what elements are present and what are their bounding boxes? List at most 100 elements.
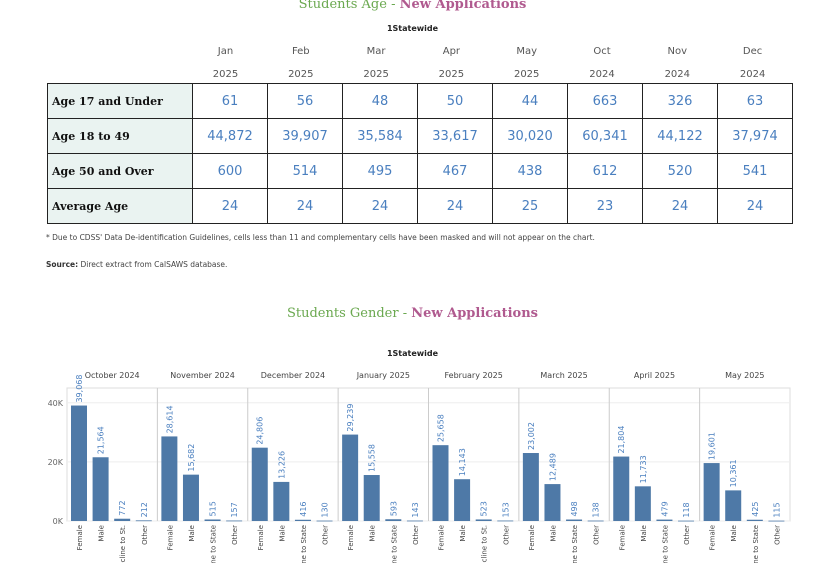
year-header: 2025 <box>212 69 239 80</box>
gender-bar <box>182 474 199 521</box>
age-row: Age 17 and Under 61 56 48 50 44 663 326 63 <box>47 83 793 119</box>
bar-value-label: 12,489 <box>548 453 557 481</box>
category-label: Decline to St. <box>119 525 127 563</box>
age-row: Age 18 to 49 44,872 39,907 35,584 33,617 30,0… <box>47 118 793 154</box>
gender-bar <box>294 519 311 521</box>
category-label: Other <box>231 525 239 545</box>
age-cell: 23 <box>567 188 643 224</box>
category-label: Male <box>278 525 286 542</box>
month-header: Feb <box>291 46 310 57</box>
month-header: Dec <box>742 46 763 57</box>
age-row-label: Average Age <box>47 188 193 224</box>
panel-header: January 2025 <box>356 371 410 380</box>
category-label: Other <box>773 525 781 545</box>
age-cell: 30,020 <box>492 118 568 154</box>
gender-bar <box>703 463 720 521</box>
bar-value-label: 593 <box>389 501 398 516</box>
age-row-label: Age 18 to 49 <box>47 118 193 154</box>
age-cell: 24 <box>642 188 718 224</box>
category-label: Decline to State <box>390 525 398 563</box>
gender-bar <box>475 519 492 521</box>
panel-header: April 2025 <box>634 371 675 380</box>
age-cell: 44,872 <box>192 118 268 154</box>
gender-bar <box>71 405 87 521</box>
bar-value-label: 29,239 <box>346 404 355 432</box>
bar-value-label: 515 <box>209 501 218 516</box>
month-header: Jan <box>217 46 234 57</box>
category-label: Male <box>730 525 738 542</box>
category-label: Male <box>369 525 377 542</box>
panel-header: May 2025 <box>725 371 764 380</box>
gender-bar <box>363 475 380 521</box>
category-label: Male <box>188 525 196 542</box>
month-header: May <box>516 46 538 57</box>
age-cell: 541 <box>717 153 793 189</box>
category-label: Female <box>347 525 355 550</box>
gender-bar <box>746 519 763 521</box>
age-subtitle: 1Statewide <box>386 24 439 33</box>
panel-header: December 2024 <box>261 371 325 380</box>
bar-value-label: 157 <box>230 502 239 517</box>
category-label: Other <box>322 525 330 545</box>
y-tick-label: 40K <box>48 399 64 408</box>
bar-value-label: 138 <box>592 502 601 517</box>
category-label: Other <box>593 525 601 545</box>
month-header: Nov <box>667 46 688 57</box>
category-label: Decline to State <box>752 525 760 563</box>
panel-header: November 2024 <box>170 371 235 380</box>
age-cell: 24 <box>417 188 493 224</box>
gender-bar <box>406 520 423 522</box>
bar-value-label: 143 <box>411 502 420 517</box>
y-tick-label: 20K <box>48 458 64 467</box>
gender-bar <box>251 447 268 521</box>
gender-bar <box>678 520 695 522</box>
bar-value-label: 19,601 <box>708 432 717 460</box>
bar-value-label: 25,658 <box>437 414 446 442</box>
age-row: Average Age 24 24 24 24 25 23 24 24 <box>47 188 793 224</box>
month-header: Apr <box>442 46 461 57</box>
bar-value-label: 21,564 <box>97 426 106 454</box>
age-cell: 600 <box>192 153 268 189</box>
gender-bar <box>385 519 402 521</box>
year-header: 2024 <box>739 69 766 80</box>
bar-value-label: 13,226 <box>277 451 286 479</box>
month-header: Oct <box>593 46 611 57</box>
gender-bar <box>204 519 221 521</box>
age-cell: 48 <box>342 83 418 119</box>
gender-bar <box>432 445 449 521</box>
bar-value-label: 115 <box>772 502 781 517</box>
gender-bar <box>613 456 630 521</box>
gender-bar <box>522 453 539 521</box>
category-label: Other <box>141 525 149 545</box>
bar-value-label: 39,068 <box>75 375 84 403</box>
gender-bar <box>316 520 333 522</box>
bar-value-label: 118 <box>682 502 691 517</box>
gender-bar <box>544 484 561 521</box>
category-label: Decline to State <box>571 525 579 563</box>
age-cell: 44 <box>492 83 568 119</box>
gender-bar <box>114 518 131 521</box>
year-header: 2025 <box>288 69 314 80</box>
bar-value-label: 498 <box>570 501 579 516</box>
age-row-label: Age 17 and Under <box>47 83 193 119</box>
age-cell: 37,974 <box>717 118 793 154</box>
bar-value-label: 15,682 <box>187 444 196 472</box>
source-note: Source: Direct extract from CalSAWS data… <box>46 260 228 269</box>
gender-bar <box>226 520 243 522</box>
gender-bar <box>768 520 785 522</box>
bar-value-label: 23,002 <box>527 422 536 450</box>
gender-bar <box>92 457 109 521</box>
bar-value-label: 14,143 <box>458 448 467 476</box>
category-label: Male <box>98 525 106 542</box>
category-label: Female <box>76 525 84 550</box>
panel-header: March 2025 <box>540 371 587 380</box>
category-label: Other <box>683 525 691 545</box>
bar-value-label: 10,361 <box>729 459 738 487</box>
category-label: Female <box>257 525 265 550</box>
gender-bar <box>342 434 359 521</box>
gender-bar <box>273 481 290 521</box>
gender-bar <box>161 436 178 521</box>
age-cell: 63 <box>717 83 793 119</box>
age-cell: 39,907 <box>267 118 343 154</box>
